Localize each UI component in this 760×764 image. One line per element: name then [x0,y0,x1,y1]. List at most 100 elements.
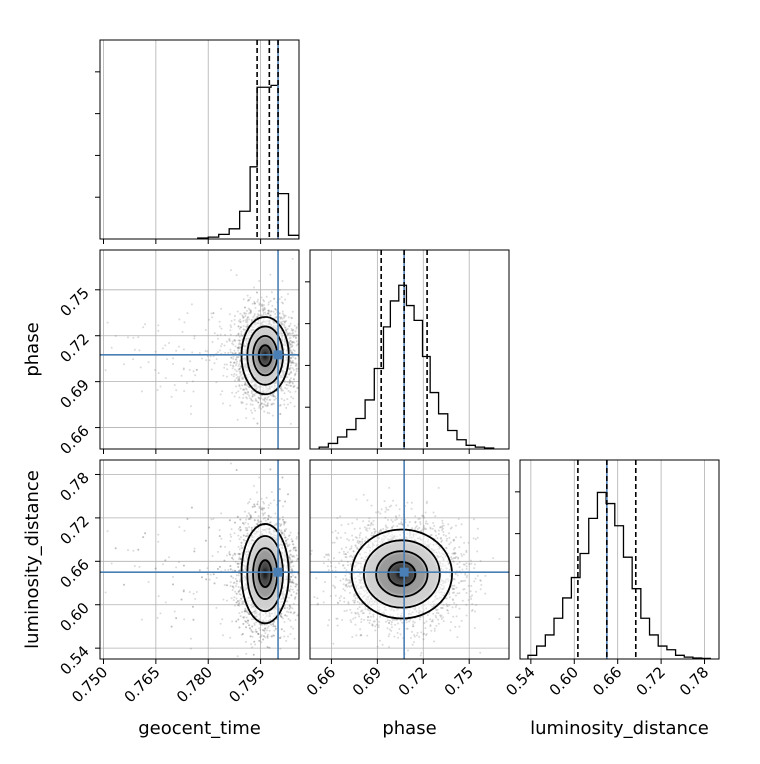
sample-point [140,366,142,368]
sample-point [230,575,232,577]
sample-point [211,369,213,371]
sample-point [289,620,291,622]
sample-point [242,320,244,322]
sample-point [257,299,259,301]
sample-point [260,641,262,643]
sample-point [234,379,236,381]
sample-point [255,398,257,400]
sample-point [240,333,242,335]
sample-point [283,630,285,632]
sample-point [233,366,235,368]
sample-point [164,559,166,561]
sample-point [243,298,245,300]
sample-point [266,399,268,401]
sample-point [190,405,192,407]
sample-point [261,297,263,299]
sample-point [162,563,164,565]
sample-point [172,363,174,365]
sample-point [292,341,294,343]
sample-point [234,369,236,371]
sample-point [181,331,183,333]
sample-point [280,523,282,525]
sample-point [262,406,264,408]
sample-point [189,360,191,362]
sample-point [235,578,237,580]
sample-point [141,619,143,621]
sample-point [172,357,174,359]
sample-point [283,403,285,405]
sample-point [295,365,297,367]
sample-point [261,498,263,500]
sample-point [205,359,207,361]
sample-point [258,397,260,399]
sample-point [222,634,224,636]
sample-point [264,404,266,406]
sample-point [244,608,246,610]
sample-point [239,328,241,330]
sample-point [293,612,295,614]
sample-point [251,646,253,648]
sample-point [286,388,288,390]
sample-point [244,315,246,317]
sample-point [230,361,232,363]
sample-point [196,369,198,371]
sample-point [258,477,260,479]
sample-point [183,618,185,620]
sample-point [157,330,159,332]
sample-point [258,640,260,642]
sample-point [209,359,211,361]
sample-point [175,350,177,352]
sample-point [284,387,286,389]
sample-point [214,332,216,334]
sample-point [232,341,234,343]
sample-point [239,352,241,354]
sample-point [174,384,176,386]
sample-point [290,626,292,628]
sample-point [111,347,113,349]
sample-point [236,602,238,604]
sample-point [240,615,242,617]
sample-point [292,311,294,313]
sample-point [243,312,245,314]
sample-point [186,312,188,314]
sample-point [295,337,297,339]
sample-point [208,526,210,528]
sample-point [284,299,286,301]
sample-point [247,523,249,525]
sample-point [290,585,292,587]
sample-point [291,352,293,354]
sample-point [296,368,298,370]
sample-point [280,316,282,318]
sample-point [224,352,226,354]
sample-point [268,301,270,303]
sample-point [290,381,292,383]
sample-point [237,566,239,568]
sample-point [221,343,223,345]
sample-point [268,412,270,414]
sample-point [271,305,273,307]
sample-point [219,349,221,351]
sample-point [230,364,232,366]
sample-point [230,357,232,359]
sample-point [286,398,288,400]
sample-point [219,535,221,537]
sample-point [296,340,298,342]
sample-point [233,599,235,601]
sample-point [290,371,292,373]
sample-point [244,522,246,524]
sample-point [263,399,265,401]
sample-point [239,368,241,370]
sample-point [269,399,271,401]
sample-point [279,525,281,527]
sample-point [240,371,242,373]
sample-point [251,390,253,392]
sample-point [215,381,217,383]
sample-point [258,310,260,312]
sample-point [138,566,140,568]
sample-point [271,491,273,493]
sample-point [253,418,255,420]
sample-point [293,336,295,338]
marginal-group [198,40,299,239]
sample-point [226,368,228,370]
sample-point [226,364,228,366]
